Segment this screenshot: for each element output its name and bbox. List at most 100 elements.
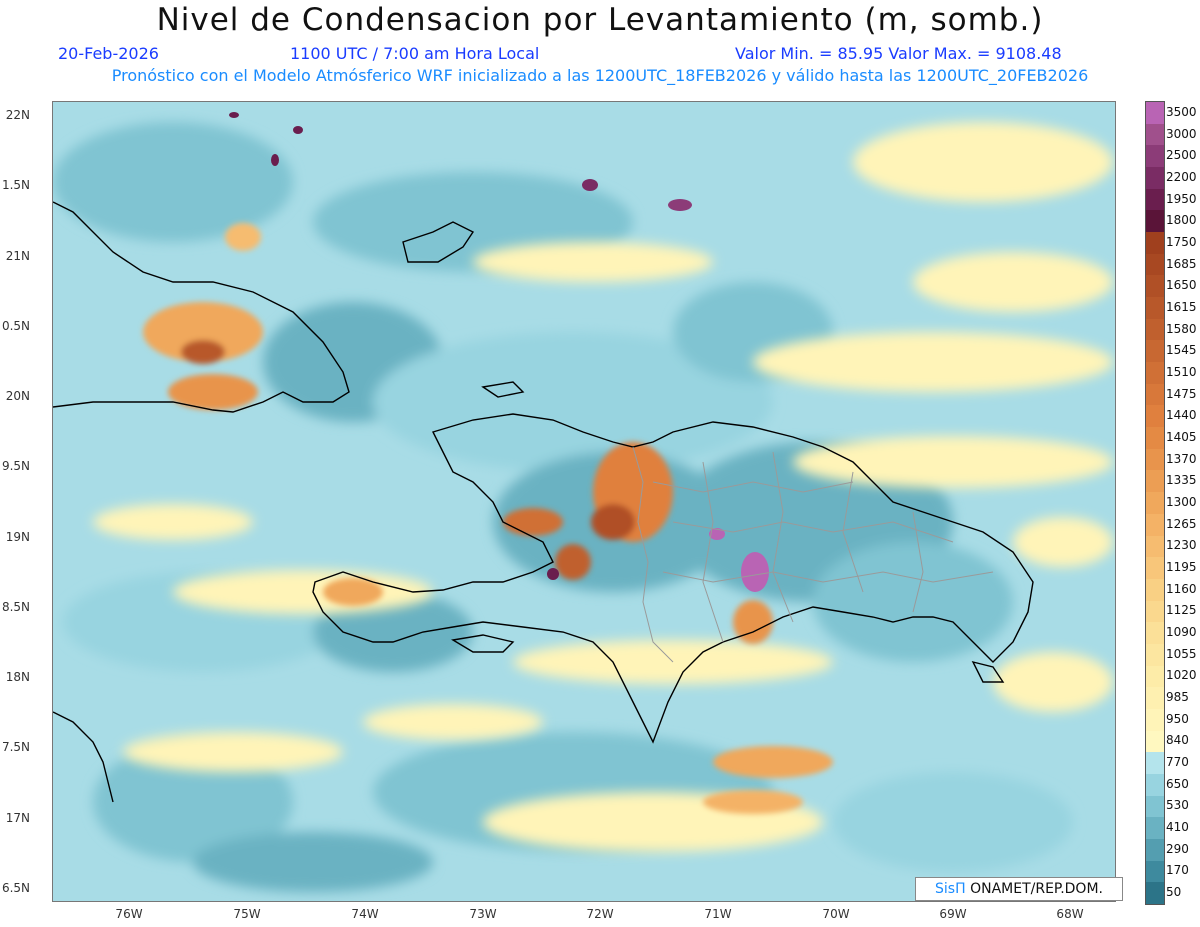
- province-borders: [632, 446, 994, 663]
- legend-label: 1440: [1166, 408, 1197, 423]
- legend-label: 1750: [1166, 234, 1197, 249]
- legend-label: 1370: [1166, 451, 1197, 466]
- legend-color-cell: [1146, 102, 1164, 125]
- lat-label: 6.5N: [1, 881, 30, 895]
- legend-label: 1405: [1166, 429, 1197, 444]
- legend-color-cell: [1146, 167, 1164, 190]
- model-info: Pronóstico con el Modelo Atmósferico WRF…: [111, 66, 1089, 85]
- lat-label: 9.5N: [1, 459, 30, 473]
- legend-label: 3500: [1166, 104, 1197, 119]
- legend-color-cell: [1146, 318, 1164, 341]
- legend-color-cell: [1146, 600, 1164, 623]
- forecast-time: 1100 UTC / 7:00 am Hora Local: [290, 44, 540, 63]
- legend-label: 1020: [1166, 668, 1197, 683]
- legend-color-cell: [1146, 297, 1164, 320]
- field-orange-zones: [143, 223, 833, 814]
- legend-color-cell: [1146, 708, 1164, 732]
- legend-color-cell: [1146, 210, 1164, 233]
- lat-label: 8.5N: [1, 600, 30, 614]
- credit-text: ONAMET/REP.DOM.: [965, 881, 1103, 897]
- lat-label: 1.5N: [1, 178, 30, 192]
- legend-color-cell: [1146, 643, 1164, 667]
- lat-label: 19N: [5, 530, 30, 544]
- legend-label: 1160: [1166, 581, 1197, 596]
- legend-label: 1685: [1166, 256, 1197, 271]
- legend-label: 1195: [1166, 560, 1197, 575]
- legend-color-cell: [1146, 513, 1164, 536]
- legend-color-cell: [1146, 405, 1164, 428]
- legend-color-cell: [1146, 882, 1164, 905]
- legend-label: 2200: [1166, 169, 1197, 184]
- legend-color-cell: [1146, 622, 1164, 645]
- legend-color-cell: [1146, 340, 1164, 363]
- credit-box: SisΠ ONAMET/REP.DOM.: [915, 877, 1123, 901]
- legend-color-cell: [1146, 448, 1164, 471]
- lat-label: 18N: [5, 670, 30, 684]
- lon-label: 73W: [469, 907, 497, 921]
- legend-label: 3000: [1166, 126, 1197, 141]
- legend-color-cell: [1146, 123, 1164, 146]
- legend-color-cell: [1146, 578, 1164, 602]
- lat-label: 7.5N: [1, 740, 30, 754]
- legend-label: 1615: [1166, 299, 1197, 314]
- coastlines: [53, 201, 1034, 803]
- legend-label: 1545: [1166, 343, 1197, 358]
- legend-label: 1800: [1166, 213, 1197, 228]
- map-title: Nivel de Condensacion por Levantamiento …: [156, 2, 1044, 38]
- legend-label: 985: [1166, 690, 1189, 705]
- lon-label: 71W: [704, 907, 732, 921]
- lon-label: 75W: [233, 907, 261, 921]
- lat-label: 22N: [5, 108, 30, 122]
- lat-label: 0.5N: [1, 319, 30, 333]
- legend-label: 950: [1166, 711, 1189, 726]
- legend-label: 2500: [1166, 148, 1197, 163]
- legend-label: 530: [1166, 798, 1189, 813]
- lon-label: 74W: [351, 907, 379, 921]
- legend-label: 1950: [1166, 191, 1197, 206]
- legend-label: 1265: [1166, 516, 1197, 531]
- legend-label: 1230: [1166, 538, 1197, 553]
- legend-color-cell: [1146, 860, 1164, 883]
- legend-label: 290: [1166, 841, 1189, 856]
- legend-color-cell: [1146, 730, 1164, 753]
- lon-label: 76W: [115, 907, 143, 921]
- legend-label: 1580: [1166, 321, 1197, 336]
- legend-color-cell: [1146, 752, 1164, 775]
- map-canvas: [52, 101, 1116, 902]
- sispi-logo-text: SisΠ: [935, 881, 966, 897]
- min-max-values: Valor Min. = 85.95 Valor Max. = 9108.48: [735, 44, 1062, 63]
- legend-color-cell: [1146, 145, 1164, 168]
- legend-label: 1650: [1166, 278, 1197, 293]
- legend-color-cell: [1146, 535, 1164, 558]
- legend-label: 1510: [1166, 364, 1197, 379]
- legend-color-cell: [1146, 427, 1164, 450]
- legend-label: 170: [1166, 863, 1189, 878]
- forecast-map: [53, 102, 1115, 901]
- forecast-date: 20-Feb-2026: [58, 44, 159, 63]
- legend-color-cell: [1146, 188, 1164, 211]
- legend-color-cell: [1146, 253, 1164, 276]
- legend-label: 650: [1166, 776, 1189, 791]
- lon-label: 68W: [1056, 907, 1084, 921]
- legend-color-cell: [1146, 795, 1164, 818]
- legend-color-cell: [1146, 773, 1164, 797]
- legend-color-cell: [1146, 557, 1164, 580]
- legend-label: 1090: [1166, 625, 1197, 640]
- legend-label: 1125: [1166, 603, 1197, 618]
- legend-color-cell: [1146, 665, 1164, 688]
- legend-label: 1335: [1166, 473, 1197, 488]
- lat-label: 20N: [5, 389, 30, 403]
- legend-label: 410: [1166, 820, 1189, 835]
- legend-color-cell: [1146, 470, 1164, 493]
- legend-color-cell: [1146, 838, 1164, 862]
- field-yellow-zones: [93, 122, 1113, 852]
- legend-label: 1055: [1166, 646, 1197, 661]
- lat-label: 17N: [5, 811, 30, 825]
- legend-label: 1300: [1166, 495, 1197, 509]
- legend-label: 1475: [1166, 386, 1197, 401]
- legend-color-cell: [1146, 362, 1164, 385]
- color-scale-bar: [1145, 101, 1165, 905]
- lon-label: 72W: [586, 907, 614, 921]
- legend-color-cell: [1146, 383, 1164, 406]
- legend-color-cell: [1146, 492, 1164, 515]
